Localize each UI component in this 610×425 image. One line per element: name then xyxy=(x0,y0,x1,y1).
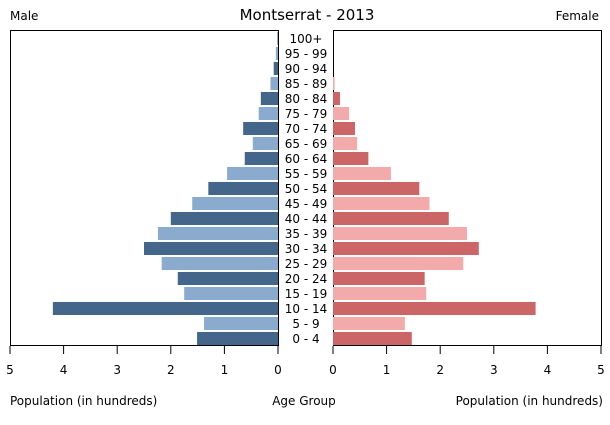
female-bar-75-79 xyxy=(333,106,350,121)
age-label-85-89: 85 - 89 xyxy=(285,77,328,91)
male-bar-15-19 xyxy=(184,286,278,301)
age-label-70-74: 70 - 74 xyxy=(285,122,328,136)
male-bar-100plus xyxy=(277,31,278,46)
right-tick-label-4: 4 xyxy=(544,363,552,377)
male-bar-0-4 xyxy=(197,331,278,346)
female-x-axis: 0 1 2 3 4 5 xyxy=(329,346,605,377)
female-side-label: Female xyxy=(556,9,599,23)
left-tick-label-1: 1 xyxy=(221,363,229,377)
female-bar-85-89 xyxy=(333,76,335,91)
male-bar-85-89 xyxy=(270,76,278,91)
female-bar-35-39 xyxy=(333,226,467,241)
chart-title: Montserrat - 2013 xyxy=(240,6,375,24)
left-tick-label-5: 5 xyxy=(6,363,14,377)
age-label-30-34: 30 - 34 xyxy=(285,242,328,256)
male-bar-95-99 xyxy=(275,46,278,61)
age-label-100plus: 100+ xyxy=(290,32,323,46)
age-label-65-69: 65 - 69 xyxy=(285,137,328,151)
male-bar-25-29 xyxy=(161,256,278,271)
age-label-60-64: 60 - 64 xyxy=(285,152,328,166)
left-tick-label-3: 3 xyxy=(113,363,121,377)
x-axis-label-right: Population (in hundreds) xyxy=(456,394,603,408)
female-bar-65-69 xyxy=(333,136,358,151)
male-bar-45-49 xyxy=(192,196,278,211)
female-bar-30-34 xyxy=(333,241,479,256)
female-bar-5-9 xyxy=(333,316,405,331)
male-bar-55-59 xyxy=(227,166,278,181)
female-bar-55-59 xyxy=(333,166,391,181)
male-bar-35-39 xyxy=(157,226,278,241)
male-bar-90-94 xyxy=(273,61,278,76)
age-label-50-54: 50 - 54 xyxy=(285,182,328,196)
female-bar-70-74 xyxy=(333,121,355,136)
female-bar-40-44 xyxy=(333,211,449,226)
male-side-label: Male xyxy=(10,9,38,23)
age-label-0-4: 0 - 4 xyxy=(292,332,319,346)
female-bar-25-29 xyxy=(333,256,464,271)
age-label-15-19: 15 - 19 xyxy=(285,287,328,301)
age-label-35-39: 35 - 39 xyxy=(285,227,328,241)
female-bar-80-84 xyxy=(333,91,340,106)
male-bar-80-84 xyxy=(260,91,278,106)
male-bar-40-44 xyxy=(170,211,278,226)
age-label-90-94: 90 - 94 xyxy=(285,62,328,76)
male-bar-65-69 xyxy=(252,136,278,151)
male-bar-30-34 xyxy=(144,241,278,256)
male-bar-5-9 xyxy=(204,316,278,331)
female-bar-0-4 xyxy=(333,331,412,346)
age-label-80-84: 80 - 84 xyxy=(285,92,328,106)
age-label-20-24: 20 - 24 xyxy=(285,272,328,286)
male-bar-10-14 xyxy=(52,301,278,316)
female-bar-20-24 xyxy=(333,271,425,286)
age-label-75-79: 75 - 79 xyxy=(285,107,328,121)
right-tick-label-2: 2 xyxy=(436,363,444,377)
age-label-55-59: 55 - 59 xyxy=(285,167,328,181)
female-bar-45-49 xyxy=(333,196,430,211)
age-label-25-29: 25 - 29 xyxy=(285,257,328,271)
x-axis-label-center: Age Group xyxy=(272,394,336,408)
male-x-axis: 0 1 2 3 4 5 xyxy=(6,346,282,377)
right-tick-label-0: 0 xyxy=(329,363,337,377)
male-bar-60-64 xyxy=(244,151,278,166)
male-bars xyxy=(52,31,278,346)
left-tick-label-2: 2 xyxy=(167,363,175,377)
age-label-45-49: 45 - 49 xyxy=(285,197,328,211)
male-bar-70-74 xyxy=(243,121,278,136)
left-tick-label-4: 4 xyxy=(60,363,68,377)
male-bar-75-79 xyxy=(258,106,278,121)
female-bar-50-54 xyxy=(333,181,420,196)
female-bar-10-14 xyxy=(333,301,536,316)
x-axis-label-left: Population (in hundreds) xyxy=(10,394,157,408)
right-tick-label-3: 3 xyxy=(490,363,498,377)
left-tick-label-0: 0 xyxy=(274,363,282,377)
age-label-5-9: 5 - 9 xyxy=(292,317,319,331)
male-plot-frame xyxy=(10,30,279,346)
age-label-10-14: 10 - 14 xyxy=(285,302,328,316)
male-bar-50-54 xyxy=(208,181,278,196)
female-bar-60-64 xyxy=(333,151,369,166)
age-label-95-99: 95 - 99 xyxy=(285,47,328,61)
right-tick-label-1: 1 xyxy=(383,363,391,377)
age-label-40-44: 40 - 44 xyxy=(285,212,328,226)
male-bar-20-24 xyxy=(177,271,278,286)
female-bars xyxy=(333,76,536,346)
female-bar-15-19 xyxy=(333,286,427,301)
right-tick-label-5: 5 xyxy=(597,363,605,377)
